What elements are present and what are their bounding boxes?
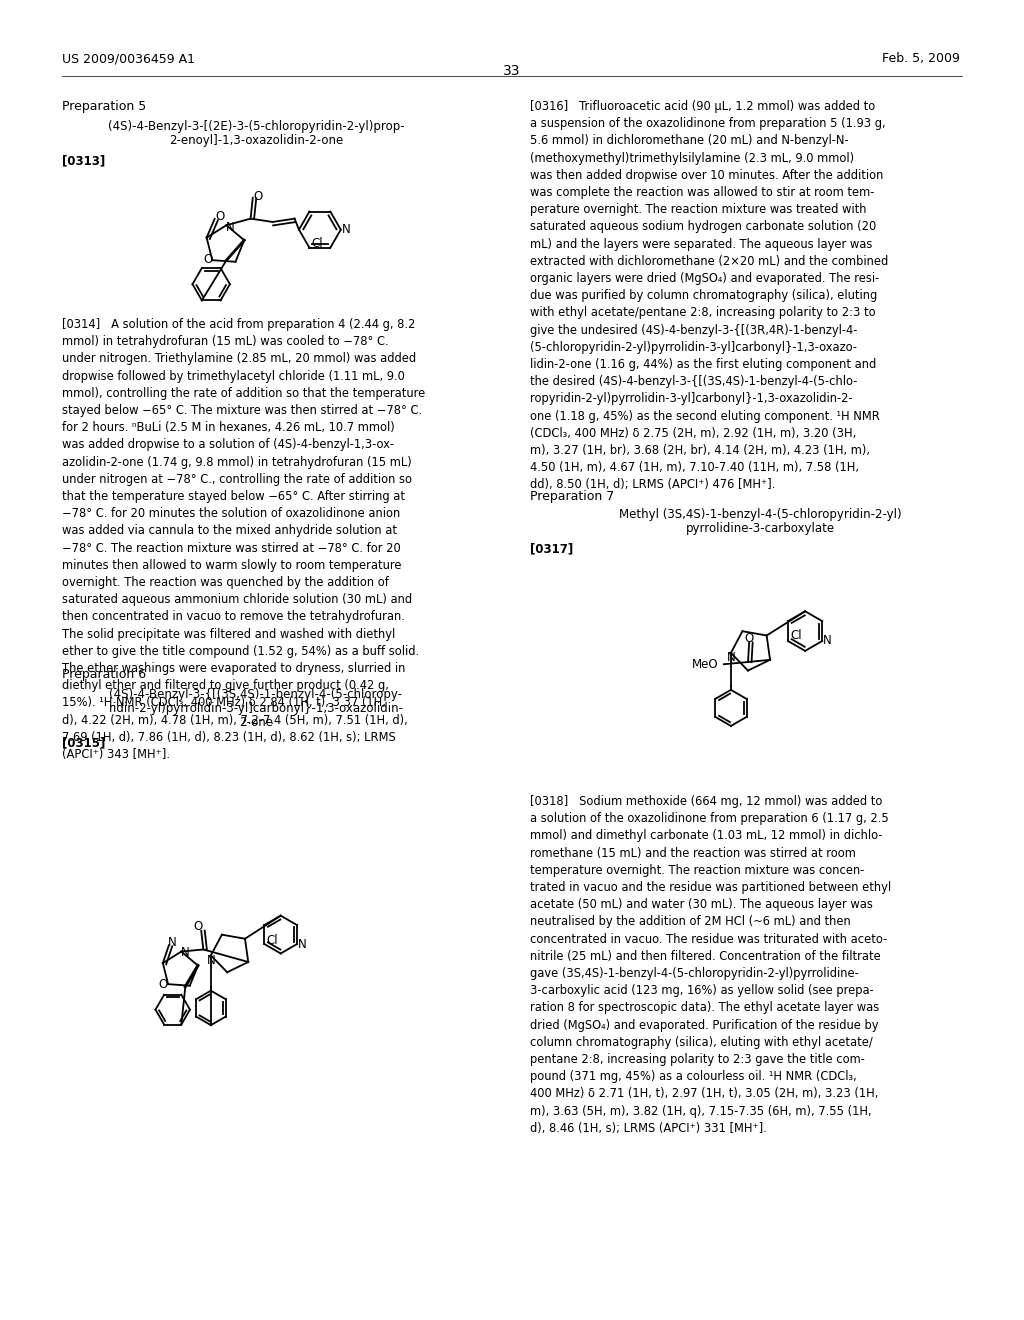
Text: Preparation 7: Preparation 7 (530, 490, 614, 503)
Text: MeO: MeO (692, 657, 719, 671)
Text: O: O (744, 632, 754, 644)
Text: N: N (181, 946, 189, 960)
Text: Preparation 5: Preparation 5 (62, 100, 146, 114)
Text: N: N (207, 954, 215, 966)
Text: 33: 33 (503, 63, 521, 78)
Text: (4S)-4-Benzyl-3-{[(3S,4S)-1-benzyl-4-(5-chloropy-: (4S)-4-Benzyl-3-{[(3S,4S)-1-benzyl-4-(5-… (110, 688, 402, 701)
Text: [0314]   A solution of the acid from preparation 4 (2.44 g, 8.2
mmol) in tetrahy: [0314] A solution of the acid from prepa… (62, 318, 425, 762)
Text: N: N (298, 937, 306, 950)
Text: O: O (159, 978, 168, 990)
Text: US 2009/0036459 A1: US 2009/0036459 A1 (62, 51, 195, 65)
Text: O: O (194, 920, 203, 933)
Text: O: O (253, 190, 262, 203)
Text: Cl: Cl (266, 933, 278, 946)
Text: O: O (215, 210, 224, 223)
Text: 2-one: 2-one (239, 715, 273, 729)
Text: [0318]   Sodium methoxide (664 mg, 12 mmol) was added to
a solution of the oxazo: [0318] Sodium methoxide (664 mg, 12 mmol… (530, 795, 891, 1135)
Text: [0315]: [0315] (62, 737, 105, 748)
Text: ridin-2-yl)pyrrolidin-3-yl]carbonyl}-1,3-oxazolidin-: ridin-2-yl)pyrrolidin-3-yl]carbonyl}-1,3… (109, 702, 403, 715)
Text: O: O (204, 252, 213, 265)
Text: N: N (341, 223, 350, 236)
Text: N: N (226, 220, 234, 234)
Text: Preparation 6: Preparation 6 (62, 668, 146, 681)
Text: [0317]: [0317] (530, 543, 573, 554)
Text: Cl: Cl (790, 630, 802, 643)
Text: pyrrolidine-3-carboxylate: pyrrolidine-3-carboxylate (685, 521, 835, 535)
Text: [0313]: [0313] (62, 154, 105, 168)
Text: (4S)-4-Benzyl-3-[(2E)-3-(5-chloropyridin-2-yl)prop-: (4S)-4-Benzyl-3-[(2E)-3-(5-chloropyridin… (108, 120, 404, 133)
Text: Methyl (3S,4S)-1-benzyl-4-(5-chloropyridin-2-yl): Methyl (3S,4S)-1-benzyl-4-(5-chloropyrid… (618, 508, 901, 521)
Text: N: N (168, 936, 176, 949)
Text: Cl: Cl (311, 238, 323, 251)
Text: [0316]   Trifluoroacetic acid (90 μL, 1.2 mmol) was added to
a suspension of the: [0316] Trifluoroacetic acid (90 μL, 1.2 … (530, 100, 888, 491)
Text: 2-enoyl]-1,3-oxazolidin-2-one: 2-enoyl]-1,3-oxazolidin-2-one (169, 135, 343, 147)
Text: N: N (727, 651, 735, 664)
Text: N: N (823, 635, 831, 648)
Text: Feb. 5, 2009: Feb. 5, 2009 (882, 51, 961, 65)
